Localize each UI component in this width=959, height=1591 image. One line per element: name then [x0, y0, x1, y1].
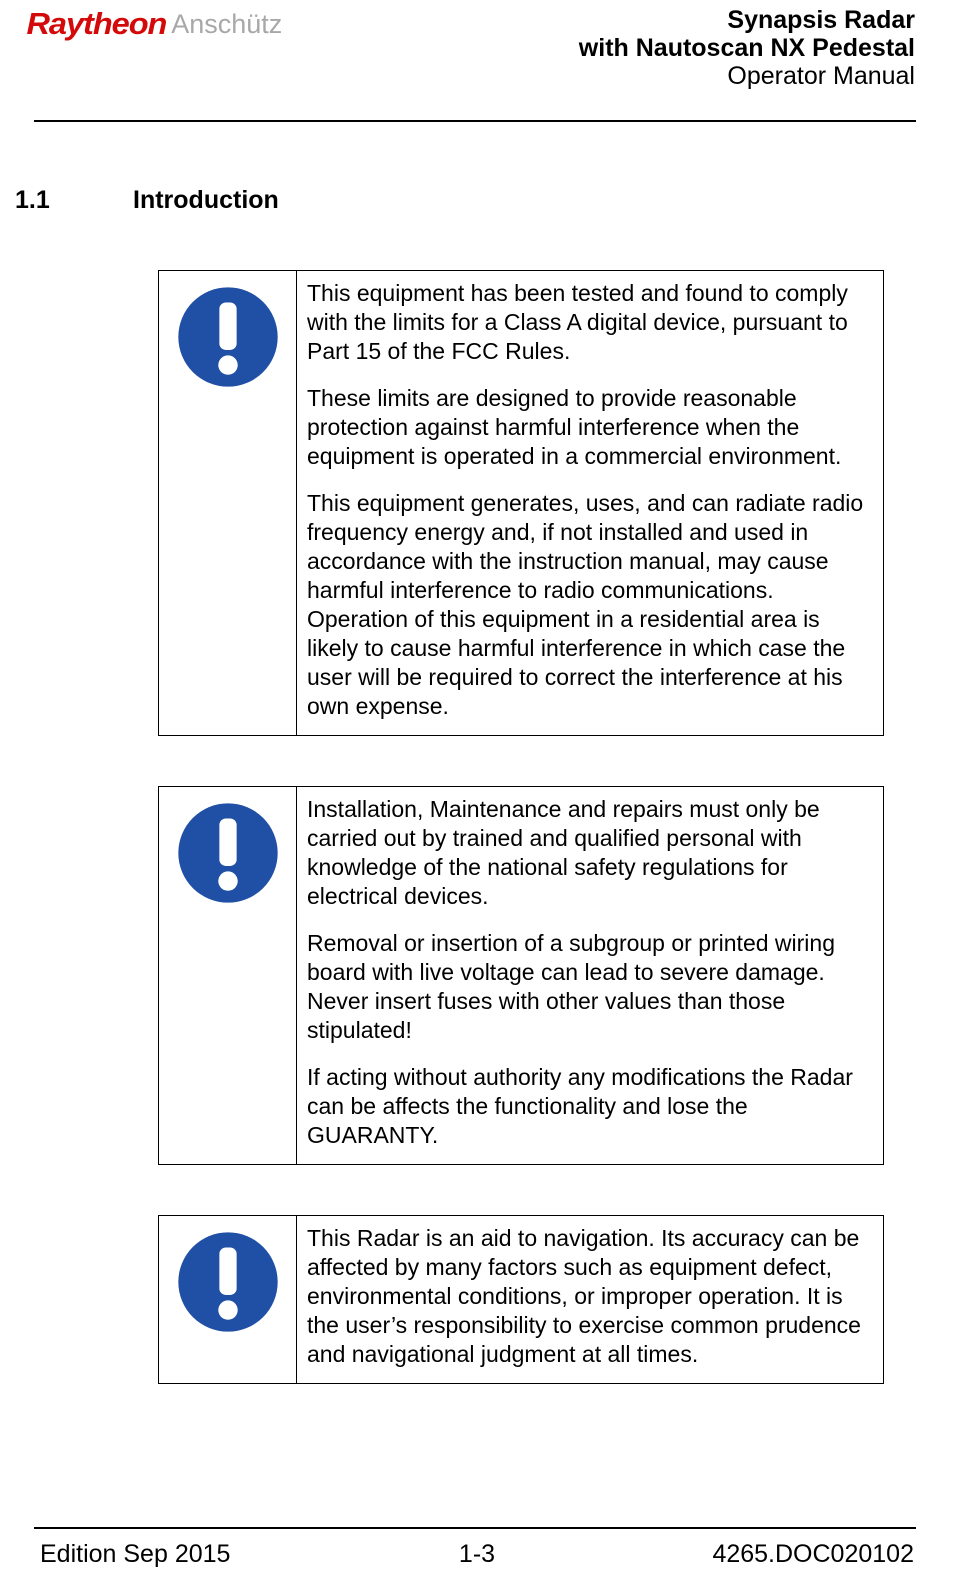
mandatory-exclamation-icon [174, 283, 282, 391]
notice-icon-cell [159, 271, 297, 735]
notice-paragraph: This equipment has been tested and found… [307, 279, 871, 366]
footer-page-number: 1-3 [331, 1540, 622, 1569]
notice-box-fcc-notice: This equipment has been tested and found… [158, 270, 884, 736]
page: Raytheon Anschütz Synapsis Radar with Na… [0, 0, 959, 1591]
notice-text-cell: This Radar is an aid to navigation. Its … [297, 1216, 883, 1383]
doc-title-line3: Operator Manual [579, 62, 915, 90]
notice-paragraph: This Radar is an aid to navigation. Its … [307, 1224, 871, 1369]
notice-icon-cell [159, 1216, 297, 1383]
notice-paragraph-group: This equipment has been tested and found… [307, 279, 871, 366]
logo-sub-text: Anschütz [171, 9, 282, 40]
mandatory-exclamation-icon [174, 1228, 282, 1336]
notice-paragraph: Removal or insertion of a subgroup or pr… [307, 929, 871, 987]
header-rule [34, 120, 916, 122]
doc-title-line1: Synapsis Radar [579, 6, 915, 34]
section-heading: 1.1 Introduction [15, 186, 279, 215]
notice-paragraph: This equipment generates, uses, and can … [307, 489, 871, 721]
doc-title-line2: with Nautoscan NX Pedestal [579, 34, 915, 62]
notice-icon-cell [159, 787, 297, 1164]
notice-paragraph: If acting without authority any modifica… [307, 1063, 871, 1150]
notice-paragraph: Installation, Maintenance and repairs mu… [307, 795, 871, 911]
notice-box-navigation-aid-notice: This Radar is an aid to navigation. Its … [158, 1215, 884, 1384]
footer-edition: Edition Sep 2015 [40, 1540, 331, 1569]
notice-paragraph: Never insert fuses with other values tha… [307, 987, 871, 1045]
notice-paragraph-group: If acting without authority any modifica… [307, 1063, 871, 1150]
document-title-block: Synapsis Radar with Nautoscan NX Pedesta… [579, 6, 915, 90]
brand-logo: Raytheon Anschütz [30, 6, 282, 42]
notice-paragraph-group: This Radar is an aid to navigation. Its … [307, 1224, 871, 1369]
notice-icon-wrap [169, 797, 286, 909]
footer-rule [34, 1527, 916, 1529]
notice-box-installation-notice: Installation, Maintenance and repairs mu… [158, 786, 884, 1165]
notice-icon-wrap [169, 281, 286, 393]
section-title: Introduction [133, 186, 279, 215]
notice-paragraph-group: Removal or insertion of a subgroup or pr… [307, 929, 871, 1045]
notice-boxes-container: This equipment has been tested and found… [158, 270, 885, 1434]
logo-brand-text: Raytheon [26, 6, 174, 42]
notice-text-cell: This equipment has been tested and found… [297, 271, 883, 735]
notice-icon-wrap [169, 1226, 286, 1338]
footer-doc-id: 4265.DOC020102 [623, 1540, 914, 1569]
notice-paragraph-group: These limits are designed to provide rea… [307, 384, 871, 471]
notice-paragraph-group: This equipment generates, uses, and can … [307, 489, 871, 721]
notice-text-cell: Installation, Maintenance and repairs mu… [297, 787, 883, 1164]
page-footer: Edition Sep 2015 1-3 4265.DOC020102 [40, 1540, 914, 1569]
page-header: Raytheon Anschütz Synapsis Radar with Na… [0, 0, 959, 105]
section-number: 1.1 [15, 186, 133, 215]
notice-paragraph: These limits are designed to provide rea… [307, 384, 871, 471]
notice-paragraph-group: Installation, Maintenance and repairs mu… [307, 795, 871, 911]
mandatory-exclamation-icon [174, 799, 282, 907]
